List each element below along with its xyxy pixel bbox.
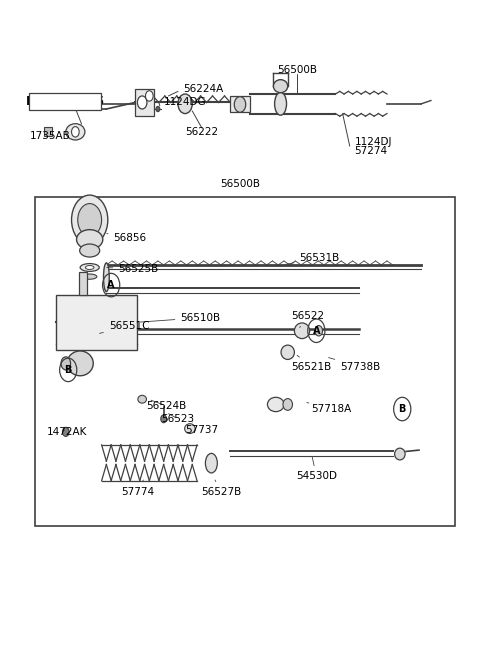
Ellipse shape (185, 424, 195, 434)
Text: 56524B: 56524B (146, 400, 186, 411)
Text: 56525B: 56525B (107, 264, 158, 274)
Bar (56, 295, 137, 350)
Text: 56551C: 56551C (99, 321, 149, 333)
Text: A: A (312, 326, 320, 336)
Ellipse shape (275, 92, 287, 115)
Text: 57718A: 57718A (307, 403, 352, 414)
Circle shape (234, 97, 246, 112)
Text: 56522: 56522 (291, 311, 324, 328)
Text: 1124DG: 1124DG (164, 98, 206, 107)
Ellipse shape (80, 244, 100, 257)
Circle shape (137, 96, 147, 109)
Text: 56856: 56856 (107, 233, 147, 243)
Bar (135, 90, 154, 115)
Text: 56531B: 56531B (286, 253, 340, 265)
Ellipse shape (80, 263, 99, 271)
Ellipse shape (294, 323, 310, 339)
Text: 56527B: 56527B (201, 480, 241, 497)
Ellipse shape (138, 396, 146, 403)
Text: 57737: 57737 (185, 422, 218, 435)
Circle shape (161, 415, 167, 422)
Ellipse shape (274, 80, 288, 93)
Text: 56510B: 56510B (140, 312, 220, 323)
Ellipse shape (395, 448, 405, 460)
Text: A: A (108, 280, 115, 290)
Text: REF. 56-575: REF. 56-575 (26, 96, 104, 108)
Text: B: B (398, 404, 406, 414)
Text: 56222: 56222 (185, 127, 218, 137)
Text: 56224A: 56224A (183, 84, 223, 94)
Circle shape (72, 126, 79, 137)
Ellipse shape (267, 398, 284, 411)
FancyBboxPatch shape (29, 94, 101, 110)
Ellipse shape (283, 399, 292, 410)
Ellipse shape (281, 345, 294, 360)
Ellipse shape (83, 274, 97, 279)
Text: 56523: 56523 (161, 413, 194, 424)
Circle shape (156, 106, 160, 111)
Text: 57738B: 57738B (329, 358, 381, 371)
Ellipse shape (85, 265, 94, 269)
Text: 57774: 57774 (121, 480, 154, 497)
Ellipse shape (67, 351, 93, 376)
Circle shape (145, 91, 153, 101)
Bar (44, 127, 52, 136)
Circle shape (72, 195, 108, 245)
Ellipse shape (76, 230, 103, 250)
Text: 57274: 57274 (355, 147, 388, 157)
Ellipse shape (66, 124, 85, 140)
Text: B: B (64, 365, 72, 375)
Circle shape (78, 204, 102, 236)
Text: 56500B: 56500B (220, 179, 260, 189)
Text: 56521B: 56521B (291, 355, 332, 371)
Ellipse shape (178, 94, 192, 113)
Text: 56500B: 56500B (277, 65, 317, 75)
Circle shape (62, 427, 69, 436)
Text: 1124DJ: 1124DJ (355, 137, 392, 147)
Text: 54530D: 54530D (296, 457, 337, 481)
Bar (35, 197, 455, 527)
Text: 1472AK: 1472AK (47, 427, 87, 437)
Ellipse shape (205, 453, 217, 473)
Bar (230, 96, 250, 112)
Ellipse shape (61, 357, 71, 370)
Ellipse shape (104, 263, 109, 291)
Bar (79, 272, 87, 295)
Text: 1735AB: 1735AB (30, 132, 71, 141)
Circle shape (315, 326, 323, 336)
